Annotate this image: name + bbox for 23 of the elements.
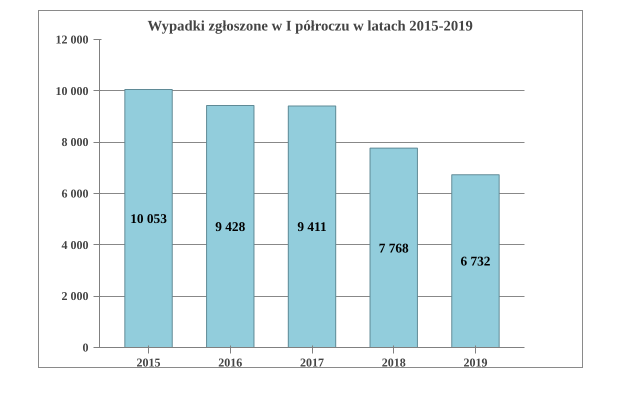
data-label: 9 411 <box>297 219 327 234</box>
bar <box>288 105 336 348</box>
y-tick-label: 12 000 <box>56 32 88 46</box>
chart-title: Wypadki zgłoszone w I półroczu w latach 2015-2019 <box>148 18 473 34</box>
data-label: 9 428 <box>215 219 246 234</box>
data-label: 6 732 <box>460 254 491 269</box>
data-label: 10 053 <box>130 210 168 226</box>
x-tick-label: 2019 <box>463 356 488 370</box>
bar <box>370 148 418 348</box>
bar <box>206 105 254 348</box>
x-tick-label: 2016 <box>218 356 242 370</box>
y-tick-label: 4 000 <box>62 238 88 252</box>
y-tick-label: 10 000 <box>56 84 88 98</box>
y-tick-label: 0 <box>82 340 88 354</box>
bar <box>124 88 173 348</box>
y-tick-label: 2 000 <box>62 289 88 304</box>
data-label: 7 768 <box>378 240 410 256</box>
y-tick-label: 8 000 <box>62 135 88 150</box>
x-tick-label: 2018 <box>382 356 406 370</box>
x-tick-label: 2015 <box>136 356 161 370</box>
y-tick-label: 6 000 <box>62 186 88 200</box>
x-tick-label: 2017 <box>300 356 324 370</box>
bar <box>451 174 500 348</box>
